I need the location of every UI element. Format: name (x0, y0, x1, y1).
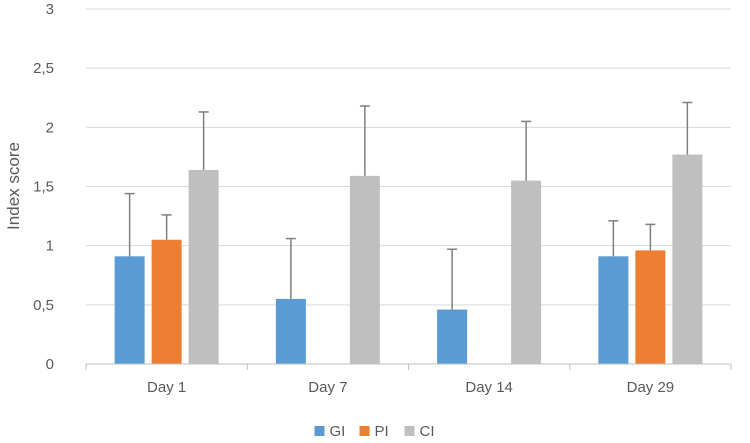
x-axis-ticks: Day 1 Day 7 Day 14 Day 29 (85, 364, 732, 396)
legend-item-gi: GI (314, 423, 346, 440)
bar-ci-day-29 (672, 154, 703, 364)
bar-gi-day-29 (598, 256, 629, 364)
y-axis-ticks: 0 0,5 1 1,5 2 2,5 3 (33, 1, 54, 373)
bars (114, 154, 703, 364)
y-tick-label: 0,5 (33, 297, 54, 314)
legend-label: GI (330, 423, 346, 440)
bar-ci-day-7 (349, 175, 380, 364)
y-tick-label: 3 (46, 1, 54, 18)
y-tick-label: 1,5 (33, 179, 54, 196)
x-tick-label: Day 14 (465, 379, 513, 396)
y-tick-label: 1 (46, 238, 54, 255)
x-tick-label: Day 29 (627, 379, 675, 396)
legend-swatch (359, 426, 370, 436)
y-axis-title: Index score (4, 142, 23, 230)
legend-swatch (314, 426, 325, 436)
gridlines (86, 8, 731, 306)
y-tick-label: 0 (46, 356, 54, 373)
bar-ci-day-14 (511, 180, 542, 364)
bar-gi-day-7 (275, 298, 306, 364)
legend-item-ci: CI (404, 423, 435, 440)
legend: GI PI CI (314, 423, 435, 440)
legend-swatch (404, 426, 415, 436)
legend-label: CI (420, 423, 435, 440)
legend-item-pi: PI (359, 423, 389, 440)
error-bars (124, 101, 693, 310)
bar-pi-day-29 (635, 250, 666, 364)
y-tick-label: 2,5 (33, 60, 54, 77)
y-tick-label: 2 (46, 119, 54, 136)
x-tick-label: Day 7 (308, 379, 347, 396)
bar-ci-day-1 (188, 169, 219, 364)
legend-label: PI (375, 423, 389, 440)
bar-gi-day-1 (114, 256, 145, 364)
bar-gi-day-14 (437, 309, 468, 364)
x-tick-label: Day 1 (147, 379, 186, 396)
bar-pi-day-1 (151, 239, 182, 364)
